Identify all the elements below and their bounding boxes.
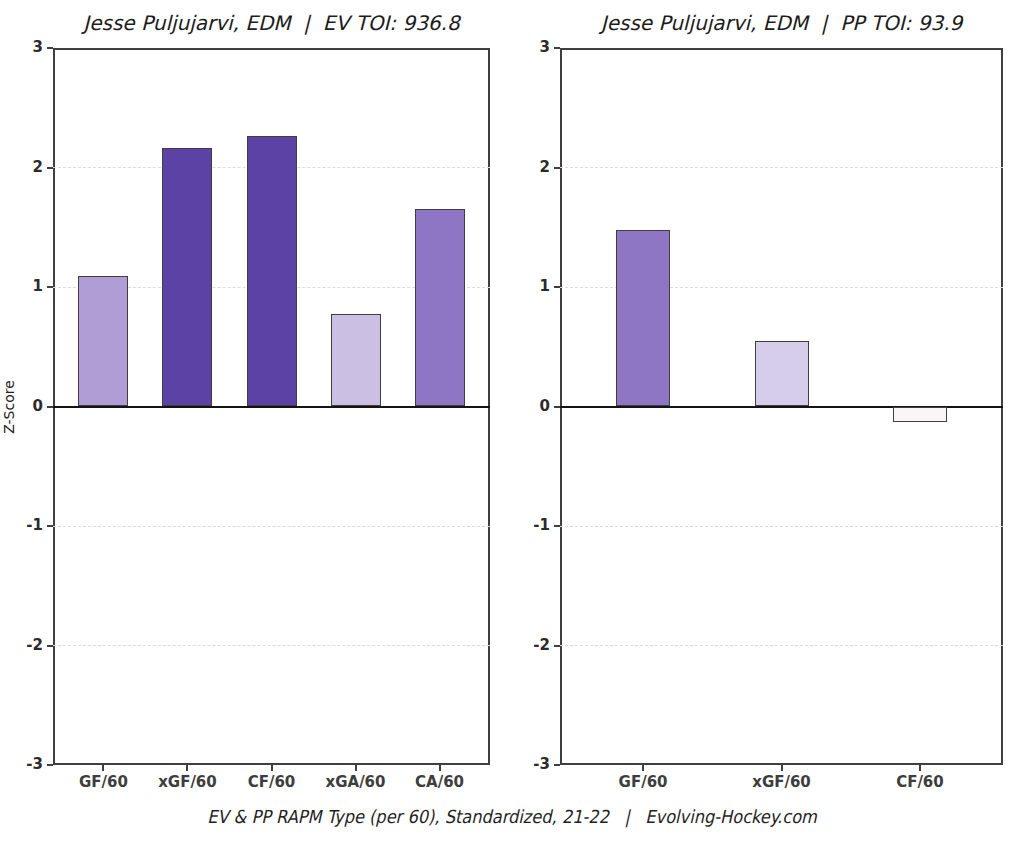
x-tick-label-CF-60: CF/60 — [875, 773, 965, 791]
y-tick-mark — [47, 525, 53, 527]
x-tick-mark — [439, 765, 441, 771]
y-tick-mark — [554, 47, 560, 49]
y-tick-label: 1 — [510, 279, 550, 294]
y-tick-mark — [554, 525, 560, 527]
rapm-figure: Jesse Puljujarvi, EDM | EV TOI: 936.8 Je… — [0, 0, 1024, 844]
x-tick-label-CA-60: CA/60 — [395, 773, 485, 791]
bar-GF-60 — [78, 276, 128, 406]
y-tick-label: 2 — [3, 160, 43, 175]
x-tick-label-GF-60: GF/60 — [58, 773, 148, 791]
x-tick-mark — [919, 765, 921, 771]
y-tick-mark — [47, 645, 53, 647]
y-tick-label: -2 — [510, 638, 550, 653]
y-tick-label: 0 — [3, 399, 43, 414]
x-tick-label-GF-60: GF/60 — [598, 773, 688, 791]
figure-caption: EV & PP RAPM Type (per 60), Standardized… — [51, 806, 973, 827]
x-tick-mark — [186, 765, 188, 771]
left-chart-title: Jesse Puljujarvi, EDM | EV TOI: 936.8 — [53, 8, 490, 38]
y-tick-mark — [554, 286, 560, 288]
bar-GF-60 — [616, 230, 670, 407]
y-tick-label: -3 — [3, 757, 43, 772]
y-tick-label: 0 — [510, 399, 550, 414]
y-tick-label: -3 — [510, 757, 550, 772]
bar-xGF-60 — [162, 148, 212, 406]
y-tick-mark — [554, 764, 560, 766]
bar-xGA-60 — [331, 314, 381, 406]
gridline-y-1 — [53, 526, 490, 527]
y-tick-mark — [47, 764, 53, 766]
x-tick-label-xGF-60: xGF/60 — [142, 773, 232, 791]
y-tick-label: 2 — [510, 160, 550, 175]
x-tick-mark — [271, 765, 273, 771]
y-tick-label: 3 — [510, 40, 550, 55]
x-tick-label-xGF-60: xGF/60 — [737, 773, 827, 791]
y-tick-mark — [554, 645, 560, 647]
bar-CF-60 — [247, 136, 297, 406]
y-tick-label: 3 — [3, 40, 43, 55]
gridline-y-2 — [53, 645, 490, 646]
x-tick-mark — [642, 765, 644, 771]
x-tick-mark — [355, 765, 357, 771]
y-tick-label: -2 — [3, 638, 43, 653]
y-tick-mark — [47, 47, 53, 49]
gridline-y-2 — [560, 645, 1003, 646]
y-tick-mark — [47, 167, 53, 169]
x-tick-mark — [102, 765, 104, 771]
bar-CF-60 — [893, 407, 947, 423]
y-tick-label: 1 — [3, 279, 43, 294]
bar-xGF-60 — [755, 341, 809, 407]
gridline-y2 — [560, 167, 1003, 168]
x-tick-label-xGA-60: xGA/60 — [311, 773, 401, 791]
bar-CA-60 — [415, 209, 465, 406]
y-tick-mark — [47, 286, 53, 288]
gridline-y-1 — [560, 526, 1003, 527]
x-tick-label-CF-60: CF/60 — [227, 773, 317, 791]
y-tick-label: -1 — [3, 518, 43, 533]
y-tick-mark — [554, 167, 560, 169]
y-tick-label: -1 — [510, 518, 550, 533]
right-chart-title: Jesse Puljujarvi, EDM | PP TOI: 93.9 — [560, 8, 1003, 38]
x-tick-mark — [781, 765, 783, 771]
